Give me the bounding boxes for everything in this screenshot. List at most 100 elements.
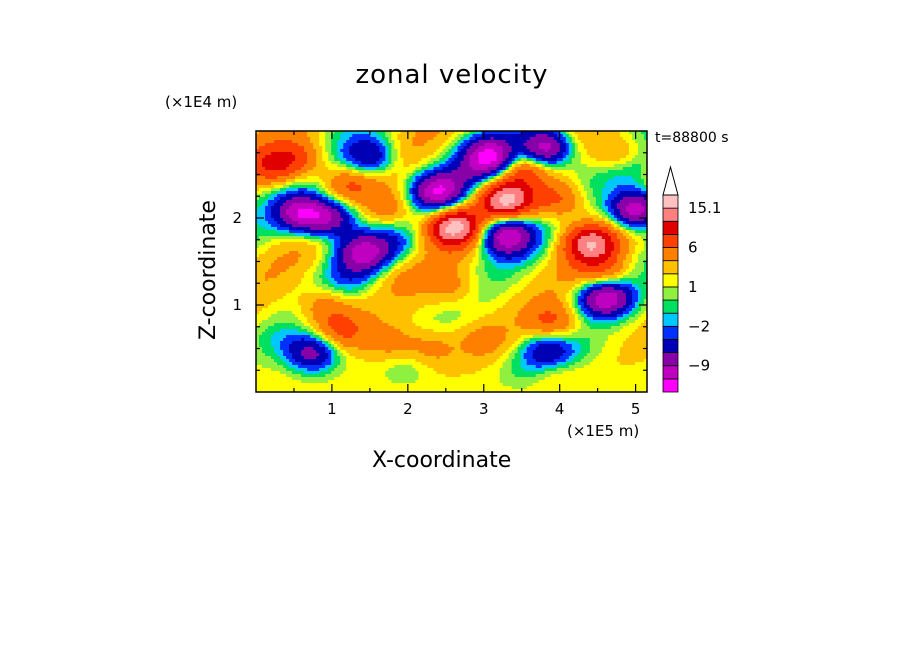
field-cell bbox=[586, 155, 591, 159]
field-cell bbox=[616, 149, 621, 153]
field-cell bbox=[358, 173, 362, 177]
field-cell bbox=[592, 143, 597, 147]
field-cell bbox=[337, 170, 341, 174]
field-cell bbox=[628, 158, 633, 162]
field-cell bbox=[373, 155, 377, 159]
field-cell bbox=[595, 161, 600, 165]
field-cell bbox=[415, 173, 420, 177]
field-cell bbox=[262, 158, 266, 162]
field-cell bbox=[421, 167, 426, 171]
field-cell bbox=[553, 176, 558, 180]
field-cell bbox=[319, 137, 323, 141]
field-cell bbox=[628, 137, 633, 141]
field-cell bbox=[427, 152, 432, 156]
field-cell bbox=[307, 161, 311, 165]
field-cell bbox=[502, 155, 507, 159]
field-cell bbox=[538, 134, 543, 138]
field-cell bbox=[313, 134, 317, 138]
field-cell bbox=[532, 155, 537, 159]
field-cell bbox=[379, 149, 383, 153]
field-cell bbox=[400, 173, 404, 177]
field-cell bbox=[310, 164, 314, 168]
field-cell bbox=[523, 176, 528, 180]
field-cell bbox=[418, 161, 423, 165]
field-cell bbox=[496, 164, 501, 168]
field-cell bbox=[433, 134, 438, 138]
field-cell bbox=[409, 146, 413, 150]
field-cell bbox=[466, 152, 471, 156]
field-cell bbox=[451, 140, 456, 144]
field-cell bbox=[544, 155, 549, 159]
field-cell bbox=[421, 143, 426, 147]
field-cell bbox=[379, 137, 383, 141]
field-cell bbox=[394, 164, 398, 168]
field-cell bbox=[430, 137, 435, 141]
field-cell bbox=[580, 140, 585, 144]
field-cell bbox=[505, 176, 510, 180]
field-cell bbox=[346, 131, 350, 135]
field-cell bbox=[448, 149, 453, 153]
field-cell bbox=[562, 167, 567, 171]
field-cell bbox=[568, 149, 573, 153]
field-cell bbox=[271, 152, 275, 156]
field-cell bbox=[370, 170, 374, 174]
field-cell bbox=[382, 176, 386, 180]
field-cell bbox=[604, 176, 609, 180]
field-cell bbox=[349, 137, 353, 141]
field-cell bbox=[634, 170, 639, 174]
field-cell bbox=[535, 140, 540, 144]
field-cell bbox=[361, 146, 365, 150]
field-cell bbox=[319, 176, 323, 180]
field-cell bbox=[322, 155, 326, 159]
field-cell bbox=[598, 155, 603, 159]
field-cell bbox=[400, 161, 404, 165]
field-cell bbox=[529, 158, 534, 162]
field-cell bbox=[319, 161, 323, 165]
field-cell bbox=[412, 170, 417, 174]
field-cell bbox=[475, 170, 480, 174]
field-cell bbox=[316, 167, 320, 171]
field-cell bbox=[454, 170, 459, 174]
field-cell bbox=[601, 140, 606, 144]
field-cell bbox=[424, 173, 429, 177]
field-cell bbox=[571, 161, 576, 165]
field-cell bbox=[538, 158, 543, 162]
field-cell bbox=[514, 167, 519, 171]
field-cell bbox=[307, 152, 311, 156]
field-cell bbox=[463, 164, 468, 168]
field-cell bbox=[469, 164, 474, 168]
field-cell bbox=[499, 134, 504, 138]
field-cell bbox=[400, 146, 404, 150]
field-cell bbox=[472, 137, 477, 141]
field-cell bbox=[547, 149, 552, 153]
field-cell bbox=[577, 137, 582, 141]
field-cell bbox=[616, 158, 621, 162]
field-cell bbox=[391, 170, 395, 174]
field-cell bbox=[586, 152, 591, 156]
field-cell bbox=[589, 167, 594, 171]
field-cell bbox=[358, 170, 362, 174]
field-cell bbox=[604, 149, 609, 153]
field-cell bbox=[346, 134, 350, 138]
field-cell bbox=[562, 143, 567, 147]
field-cell bbox=[337, 164, 341, 168]
field-cell bbox=[421, 152, 426, 156]
field-cell bbox=[586, 170, 591, 174]
field-cell bbox=[610, 140, 615, 144]
field-cell bbox=[640, 152, 645, 156]
field-cell bbox=[640, 143, 645, 147]
field-cell bbox=[607, 158, 612, 162]
field-cell bbox=[397, 143, 401, 147]
field-cell bbox=[256, 134, 260, 138]
field-cell bbox=[385, 134, 389, 138]
field-cell bbox=[310, 152, 314, 156]
field-cell bbox=[598, 140, 603, 144]
field-cell bbox=[595, 149, 600, 153]
field-cell bbox=[355, 167, 359, 171]
field-cell bbox=[478, 149, 483, 153]
field-cell bbox=[415, 155, 420, 159]
field-cell bbox=[397, 155, 401, 159]
field-cell bbox=[454, 152, 459, 156]
field-cell bbox=[313, 176, 317, 180]
field-cell bbox=[643, 140, 647, 144]
